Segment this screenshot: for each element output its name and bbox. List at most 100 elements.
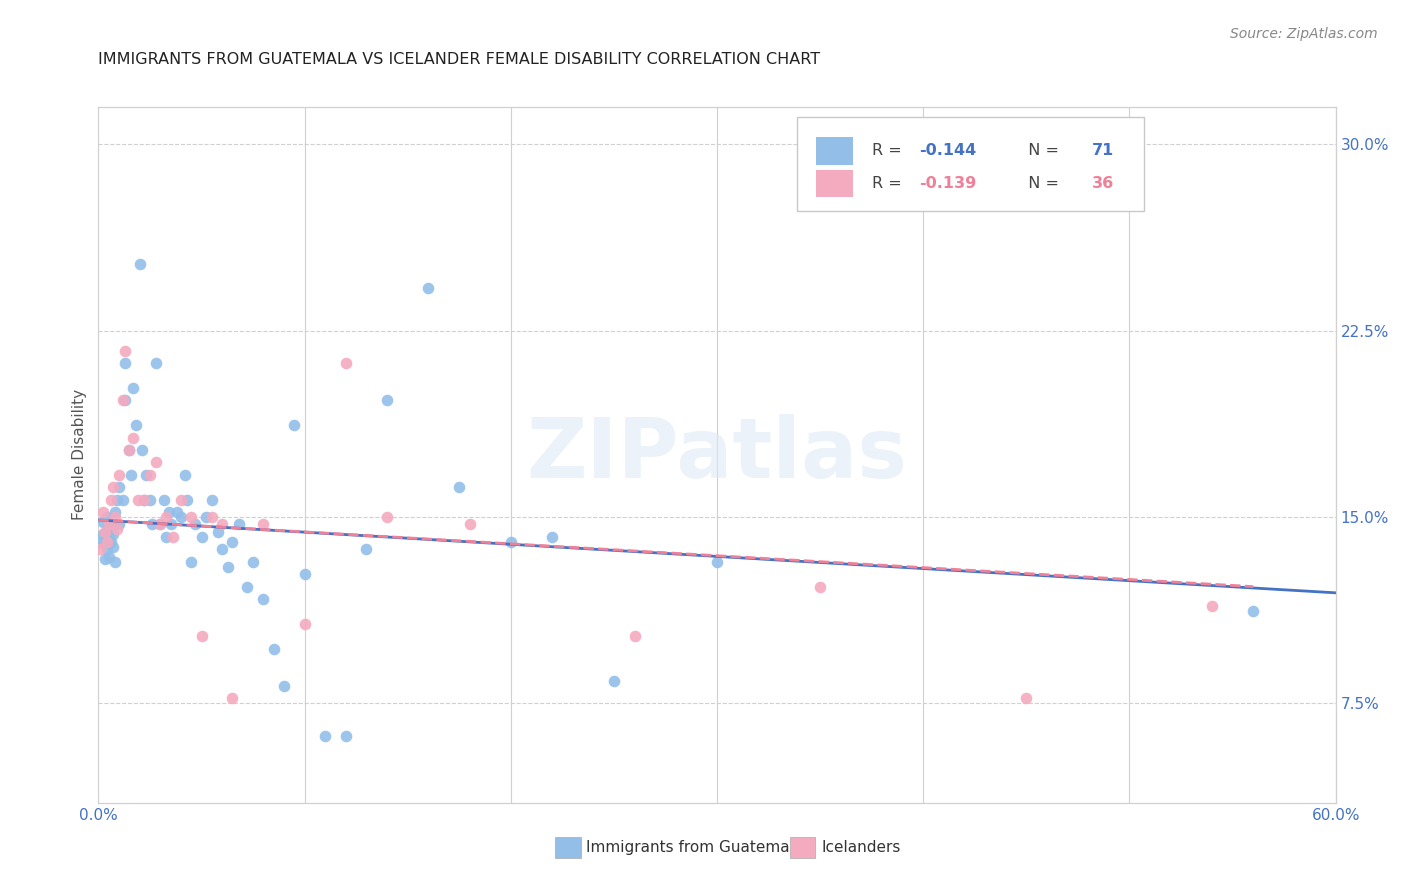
Point <box>1241 605 1264 619</box>
Point <box>217 559 239 574</box>
Point <box>101 540 124 554</box>
Text: -0.139: -0.139 <box>918 176 976 191</box>
Point <box>114 356 136 370</box>
Point <box>153 492 176 507</box>
Point <box>89 542 111 557</box>
Text: Source: ZipAtlas.com: Source: ZipAtlas.com <box>1230 27 1378 41</box>
Point <box>108 480 131 494</box>
Point <box>207 524 229 539</box>
Point <box>190 530 212 544</box>
Point <box>170 492 193 507</box>
Point <box>101 480 124 494</box>
Point <box>201 492 224 507</box>
Point <box>128 257 150 271</box>
Text: -0.144: -0.144 <box>918 144 976 159</box>
Text: Icelanders: Icelanders <box>821 840 900 855</box>
Point <box>263 641 285 656</box>
Point <box>273 679 295 693</box>
Point <box>294 567 316 582</box>
Point <box>104 510 127 524</box>
Point <box>135 467 157 482</box>
Point <box>114 393 136 408</box>
Point <box>252 517 274 532</box>
Point <box>100 492 122 507</box>
Point <box>131 442 153 457</box>
Point <box>541 530 564 544</box>
Point <box>201 510 224 524</box>
Point <box>120 467 142 482</box>
Point <box>335 729 357 743</box>
Point <box>706 555 728 569</box>
Point <box>808 580 831 594</box>
Point <box>91 505 114 519</box>
Point <box>449 480 471 494</box>
Point <box>1201 599 1223 614</box>
Point <box>141 517 163 532</box>
Point <box>104 505 127 519</box>
Point <box>105 492 128 507</box>
Point <box>127 492 149 507</box>
Text: 36: 36 <box>1092 176 1114 191</box>
Point <box>418 281 440 295</box>
Point <box>458 517 481 532</box>
Text: IMMIGRANTS FROM GUATEMALA VS ICELANDER FEMALE DISABILITY CORRELATION CHART: IMMIGRANTS FROM GUATEMALA VS ICELANDER F… <box>98 52 821 67</box>
Point <box>236 580 259 594</box>
Point <box>180 555 202 569</box>
Point <box>97 549 120 564</box>
Point <box>114 343 136 358</box>
Point <box>174 467 197 482</box>
FancyBboxPatch shape <box>797 118 1144 211</box>
Point <box>190 629 212 643</box>
Point <box>603 674 626 689</box>
Point <box>176 492 198 507</box>
Text: R =: R = <box>872 176 907 191</box>
Point <box>149 517 172 532</box>
Point <box>252 592 274 607</box>
Point <box>93 552 115 566</box>
Point <box>166 505 188 519</box>
Point <box>499 534 522 549</box>
Point <box>104 555 127 569</box>
Point <box>184 517 207 532</box>
Point <box>221 534 243 549</box>
Point <box>89 534 111 549</box>
Point <box>228 517 250 532</box>
Point <box>124 418 146 433</box>
Point <box>623 629 645 643</box>
Point <box>118 442 141 457</box>
Point <box>91 515 114 529</box>
Point <box>221 691 243 706</box>
Point <box>211 517 233 532</box>
Point <box>122 431 145 445</box>
Point <box>96 510 118 524</box>
Point <box>180 510 202 524</box>
Point <box>145 455 167 469</box>
Text: Immigrants from Guatemala: Immigrants from Guatemala <box>586 840 804 855</box>
Point <box>132 492 155 507</box>
Point <box>242 555 264 569</box>
Point <box>356 542 378 557</box>
Point <box>149 517 172 532</box>
Point <box>112 492 135 507</box>
Point <box>159 517 181 532</box>
Point <box>194 510 217 524</box>
Point <box>112 393 135 408</box>
Point <box>139 492 162 507</box>
Text: R =: R = <box>872 144 907 159</box>
Text: 71: 71 <box>1092 144 1114 159</box>
Point <box>335 356 357 370</box>
Text: N =: N = <box>1018 176 1064 191</box>
Point <box>283 418 305 433</box>
Point <box>91 527 114 541</box>
Point <box>108 467 131 482</box>
Point <box>294 616 316 631</box>
Point <box>162 530 184 544</box>
Point <box>145 356 167 370</box>
Point <box>105 523 128 537</box>
Point <box>96 542 118 557</box>
Point <box>97 517 120 532</box>
Point <box>97 530 120 544</box>
Point <box>97 517 120 532</box>
Point <box>93 524 115 539</box>
FancyBboxPatch shape <box>815 137 853 165</box>
